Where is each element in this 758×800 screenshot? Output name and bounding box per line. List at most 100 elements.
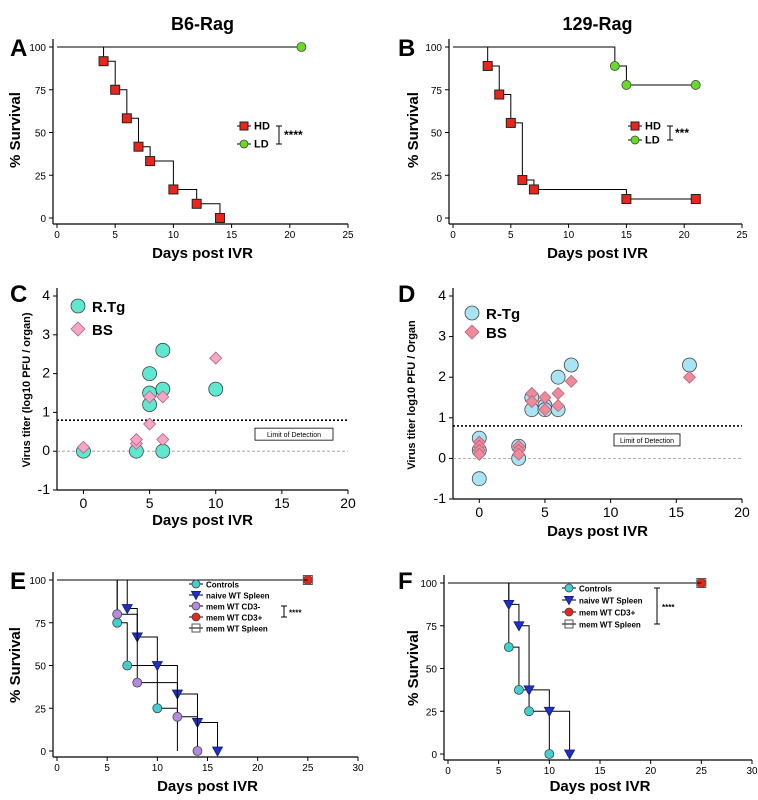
y-axis-label: Virus titer log10 PFU / Organ (406, 320, 418, 470)
data-point (192, 746, 203, 756)
x-axis-label: Days post IVR (157, 778, 258, 795)
legend-swatch (190, 591, 202, 601)
chart-panel-d: D 0 5 10 15 20 -1 0 1 2 3 4 Days post IVR Virus titer… (398, 281, 750, 540)
chart-title: 129-Rag (562, 14, 632, 34)
data-point (543, 706, 556, 718)
x-tick-label: 0 (475, 504, 483, 520)
survival-curve (453, 46, 696, 86)
data-point (112, 609, 123, 620)
y-tick-label: 25 (35, 171, 47, 182)
data-point (98, 56, 109, 67)
legend: HD LD *** (628, 121, 689, 147)
chart-panel-b: B 129-Rag 0 5 10 15 20 25 0 25 50 75 100 Days post IV… (398, 14, 748, 262)
x-tick-label: 25 (302, 763, 314, 774)
x-axis-label: Days post IVR (547, 245, 648, 262)
legend: R.Tg BS (70, 298, 125, 339)
legend-label: Controls (579, 585, 612, 594)
x-tick-label: 5 (146, 495, 154, 511)
data-point (155, 443, 171, 459)
limit-of-detection-box (254, 427, 334, 441)
x-tick-label: 15 (621, 230, 633, 241)
data-point (143, 417, 157, 431)
legend-swatch (70, 298, 86, 314)
y-tick-label: 4 (42, 287, 50, 303)
data-point (471, 471, 487, 487)
legend-label: naive WT Spleen (579, 597, 643, 606)
y-tick-label: 25 (426, 707, 438, 718)
significance-label: **** (289, 609, 302, 618)
y-tick-label: 50 (431, 129, 443, 140)
survival-curve (448, 582, 550, 754)
data-point (142, 366, 157, 382)
x-tick-label: 20 (284, 230, 296, 241)
data-point (514, 684, 524, 695)
y-tick-label: 100 (420, 579, 437, 590)
y-tick-label: 3 (42, 326, 50, 342)
x-tick-label: 20 (645, 766, 657, 777)
y-axis-label: % Survival (405, 92, 422, 168)
chart-panel-e: E 0 5 10 15 20 25 30 0 25 50 75 100 Days post IVR % Su… (7, 568, 364, 795)
data-point (172, 711, 183, 722)
y-tick-label: 1 (438, 409, 446, 425)
x-tick-label: 10 (544, 766, 556, 777)
data-point (132, 677, 143, 688)
data-point (472, 447, 486, 461)
data-point (682, 357, 697, 373)
legend-label: mem WT CD3+ (579, 609, 636, 618)
x-tick-label: 10 (563, 230, 575, 241)
data-point (517, 175, 528, 186)
x-tick-label: 15 (594, 766, 606, 777)
data-point (214, 213, 225, 223)
y-tick-label: 100 (425, 43, 442, 54)
data-point (621, 194, 632, 205)
data-point (151, 661, 164, 672)
y-tick-label: 75 (35, 86, 47, 97)
y-axis-label: % Survival (7, 627, 24, 703)
x-tick-label: 25 (696, 766, 708, 777)
x-axis-label: Days post IVR (152, 512, 253, 529)
significance-label: *** (675, 126, 689, 140)
y-tick-label: 100 (29, 43, 46, 54)
data-point (168, 184, 179, 195)
y-tick-label: 50 (35, 129, 47, 140)
panel-letter: B (398, 35, 415, 62)
legend: Controls naive WT Spleen mem WT CD3- mem WT… (189, 579, 302, 634)
y-tick-label: 0 (438, 449, 446, 465)
data-point (112, 617, 123, 628)
data-point (523, 685, 535, 696)
x-axis-label: Days post IVR (152, 245, 253, 262)
data-point (121, 604, 133, 615)
x-tick-label: 0 (450, 230, 456, 241)
legend-swatch (191, 579, 201, 589)
legend-label: Controls (206, 581, 239, 590)
significance-label: **** (284, 128, 303, 142)
x-tick-label: 0 (54, 763, 60, 774)
data-point (621, 80, 632, 90)
x-tick-label: 20 (679, 230, 691, 241)
data-point (482, 60, 493, 71)
y-tick-label: 75 (35, 619, 47, 630)
panel-letter: E (10, 568, 26, 595)
x-tick-label: 15 (226, 230, 238, 241)
data-point (209, 351, 223, 365)
legend-label: LD (254, 139, 269, 151)
data-point (122, 660, 133, 671)
y-tick-label: 3 (438, 328, 446, 344)
legend-swatch (191, 623, 201, 633)
legend-swatch (239, 139, 249, 149)
data-point (503, 642, 514, 653)
y-axis-label: % Survival (7, 92, 24, 168)
x-tick-label: 10 (208, 495, 224, 511)
x-tick-label: 5 (104, 763, 110, 774)
x-tick-label: 5 (496, 766, 502, 777)
data-point (505, 117, 516, 128)
y-tick-label: 2 (42, 365, 50, 381)
data-point (528, 184, 539, 195)
data-point (551, 399, 565, 413)
data-point (563, 749, 576, 760)
panel-letter: C (10, 281, 27, 308)
y-tick-label: -1 (38, 481, 51, 497)
x-tick-label: 30 (746, 766, 758, 777)
y-tick-label: 75 (431, 86, 443, 97)
x-tick-label: 10 (168, 230, 180, 241)
